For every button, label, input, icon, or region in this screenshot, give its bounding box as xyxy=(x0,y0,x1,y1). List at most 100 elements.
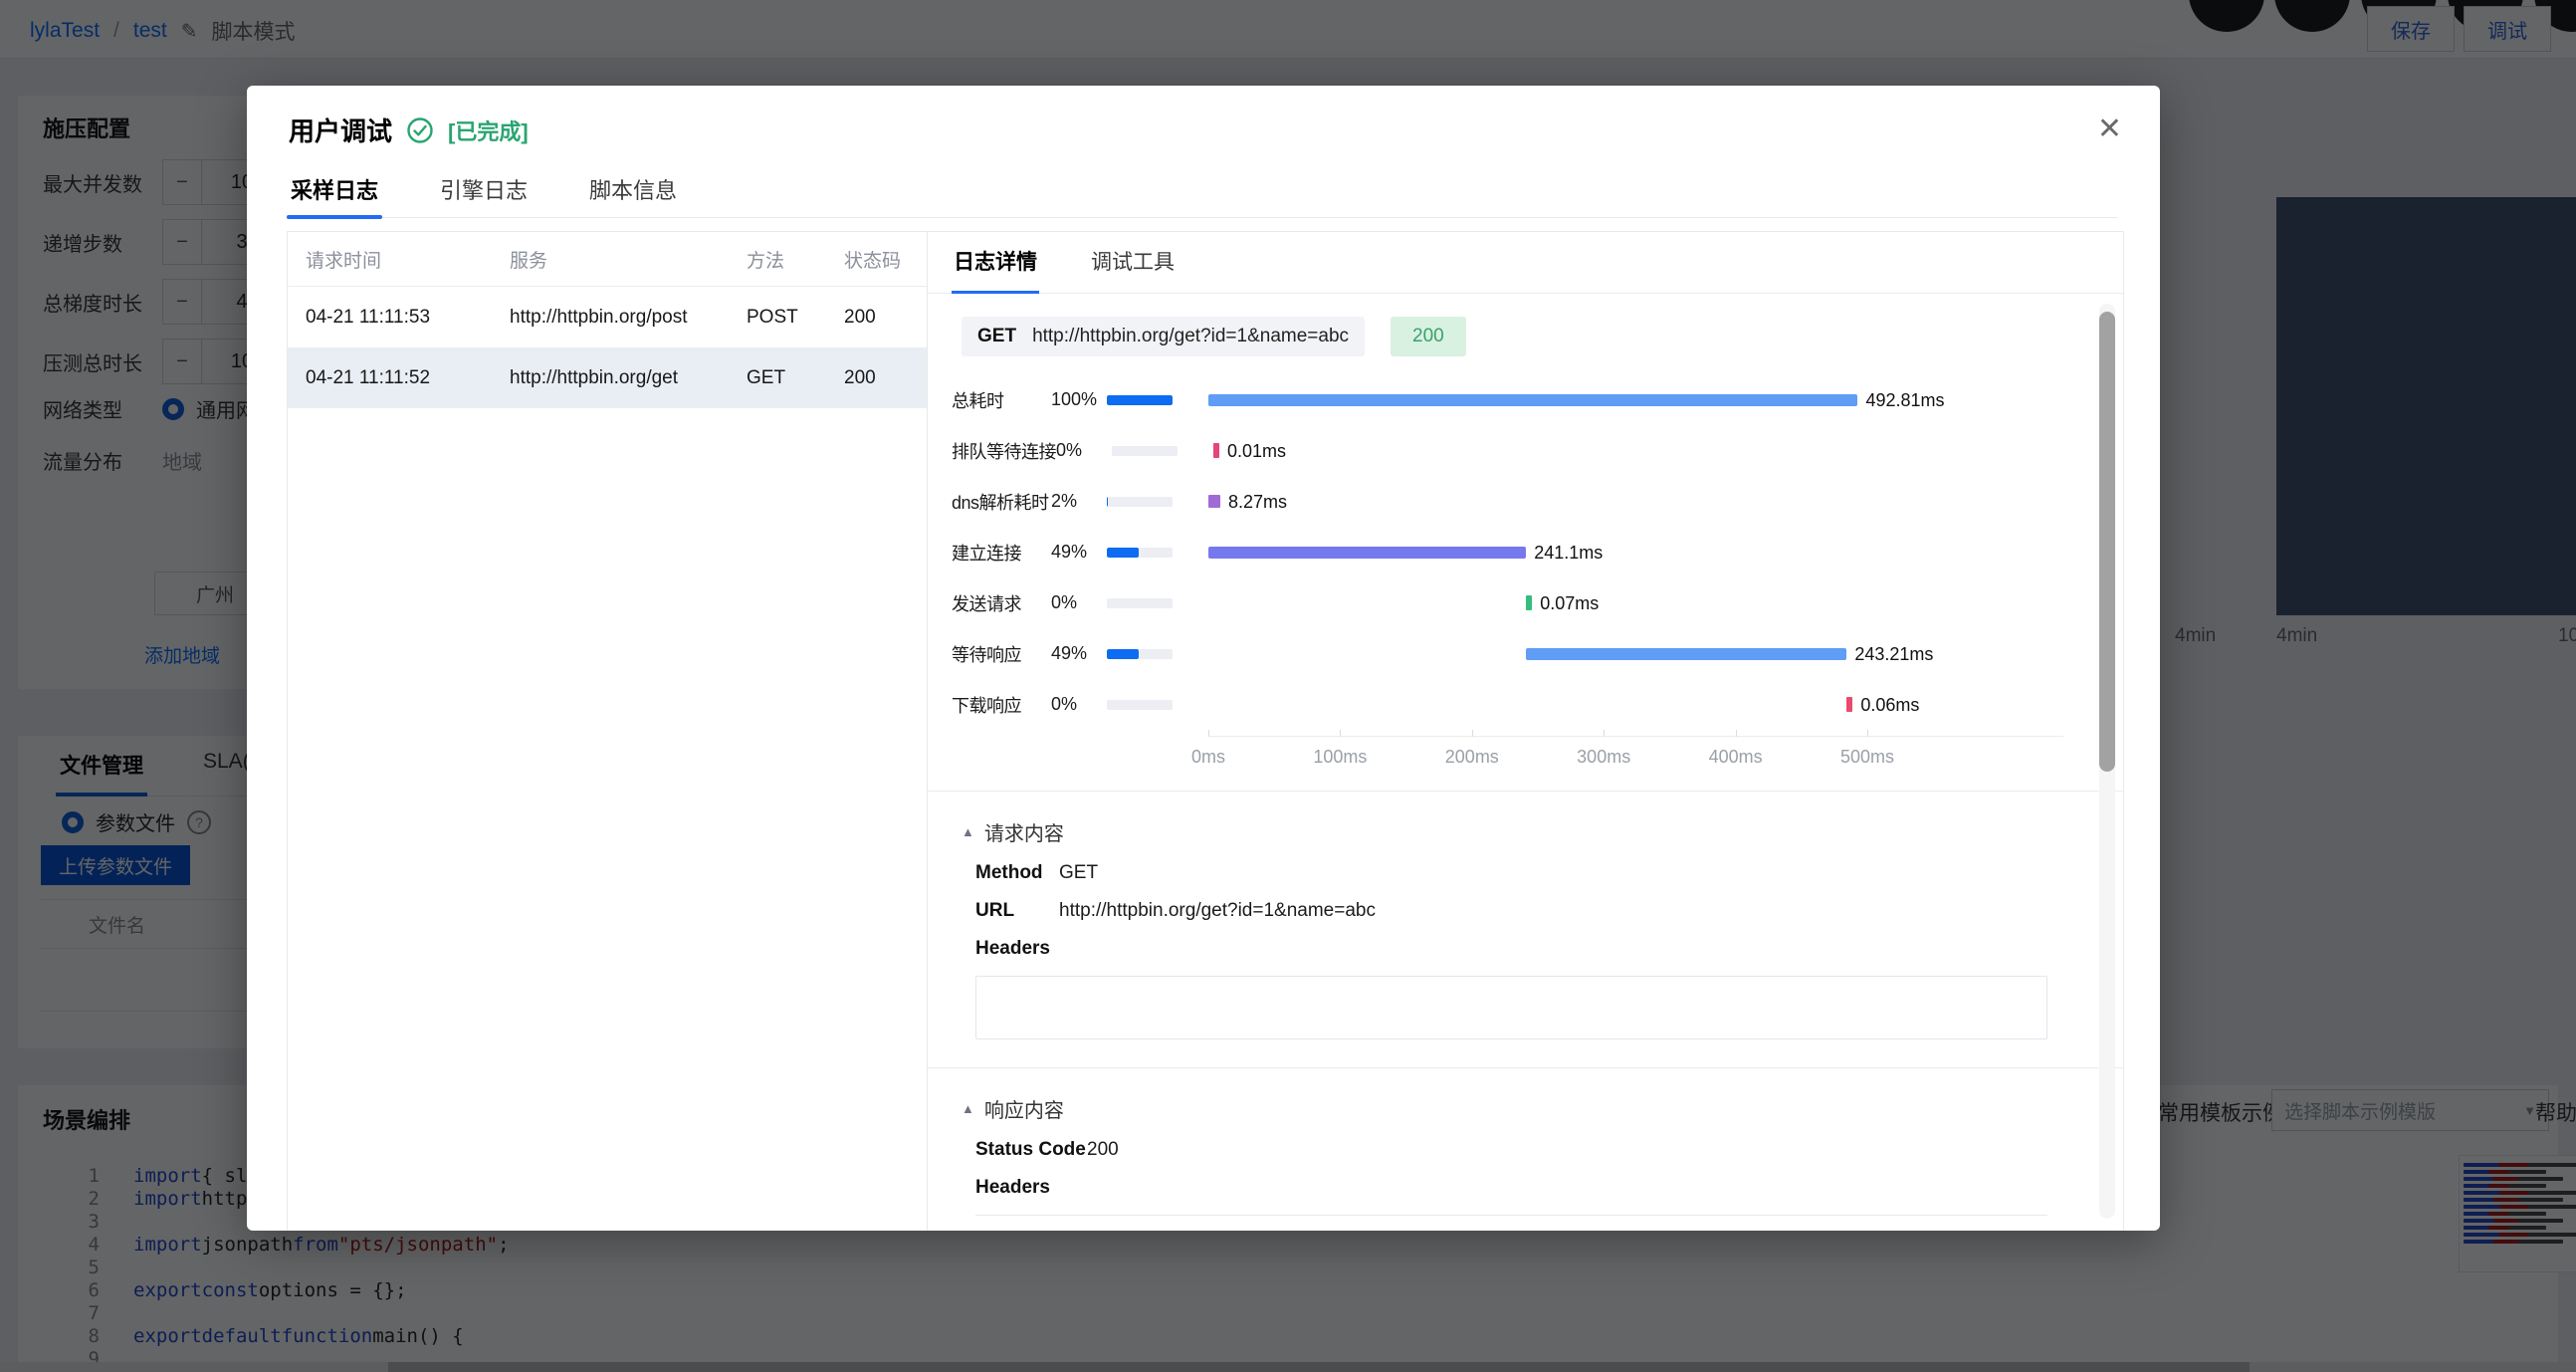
waterfall-track: 241.1ms xyxy=(1208,527,2063,577)
log-table-row[interactable]: 04-21 11:11:53 http://httpbin.org/post POS… xyxy=(288,287,927,347)
waterfall-percent: 0% xyxy=(1051,592,1078,612)
axis-tick-label: 100ms xyxy=(1313,747,1368,767)
waterfall-percent: 0% xyxy=(1056,440,1083,460)
response-headers-table: Content-Typeapplication/json xyxy=(975,1215,2047,1231)
log-table-cell: 04-21 11:11:53 xyxy=(306,306,431,328)
waterfall-value-label: 0.07ms xyxy=(1540,593,1600,613)
waterfall-bar xyxy=(1208,547,1527,559)
tab-sample-log[interactable]: 采样日志 xyxy=(286,169,383,219)
waterfall-gauge xyxy=(1107,648,1173,659)
waterfall-value-label: 0.01ms xyxy=(1227,441,1287,461)
request-url-pill: GET http://httpbin.org/get?id=1&name=abc xyxy=(962,317,1366,356)
axis-tick xyxy=(1867,730,1868,737)
waterfall-percent: 49% xyxy=(1051,643,1088,663)
request-content-section-header[interactable]: ▲ 请求内容 xyxy=(962,817,2063,846)
log-table-cell: http://httpbin.org/post xyxy=(510,306,688,328)
tab-debug-tool[interactable]: 调试工具 xyxy=(1091,251,1175,274)
waterfall-percent: 2% xyxy=(1051,491,1078,511)
axis-tick xyxy=(1604,730,1606,737)
tab-engine-log[interactable]: 引擎日志 xyxy=(440,178,529,203)
detail-scroll-area: GET http://httpbin.org/get?id=1&name=abc… xyxy=(928,295,2123,1231)
url-label: URL xyxy=(975,900,1015,921)
waterfall-row: 下载响应 0% 0.06ms xyxy=(952,679,2063,730)
axis-tick-label: 300ms xyxy=(1577,747,1631,767)
axis-tick xyxy=(1735,730,1737,737)
status-badge: [已完成] xyxy=(448,118,529,144)
waterfall-chart: 总耗时 100% 492.81ms 排队等待连接 0% 0.01ms dns解析耗时 2% 8.… xyxy=(952,374,2063,730)
waterfall-percent: 100% xyxy=(1051,389,1098,409)
log-table-cell: 200 xyxy=(844,306,876,328)
response-headers-label: Headers xyxy=(975,1177,1050,1198)
response-content-section-header[interactable]: ▲ 响应内容 xyxy=(962,1094,2063,1123)
log-table-cell: http://httpbin.org/get xyxy=(510,366,679,388)
status-code-label: Status Code xyxy=(975,1139,1086,1160)
tab-log-detail[interactable]: 日志详情 xyxy=(952,246,1039,294)
close-icon[interactable]: ✕ xyxy=(2096,113,2122,145)
detail-tabs: 日志详情 调试工具 xyxy=(928,232,2123,294)
waterfall-row: dns解析耗时 2% 8.27ms xyxy=(952,476,2063,527)
axis-tick-label: 500ms xyxy=(1839,747,1895,767)
status-code-value: 200 xyxy=(1087,1139,1119,1160)
waterfall-value-label: 8.27ms xyxy=(1228,492,1288,512)
success-check-icon xyxy=(407,116,433,143)
log-table-cell: 04-21 11:11:52 xyxy=(306,366,431,388)
log-table-row[interactable]: 04-21 11:11:52 http://httpbin.org/get GET 2… xyxy=(288,347,927,408)
waterfall-track: 243.21ms xyxy=(1208,628,2063,679)
waterfall-marker xyxy=(1208,495,1220,508)
collapse-arrow-icon: ▲ xyxy=(962,824,974,839)
method-label: Method xyxy=(975,862,1043,883)
waterfall-track: 0.06ms xyxy=(1208,679,2063,730)
method-row: Method GET xyxy=(975,862,2063,884)
waterfall-bar xyxy=(1208,394,1858,406)
divider xyxy=(928,791,2123,792)
waterfall-value-label: 492.81ms xyxy=(1865,390,1945,410)
waterfall-percent: 49% xyxy=(1051,542,1088,562)
waterfall-marker xyxy=(1846,697,1853,712)
sample-table-header: 请求时间 服务 方法 状态码 xyxy=(288,232,927,287)
waterfall-metric-label: 建立连接 xyxy=(952,543,1022,564)
waterfall-metric-label: 发送请求 xyxy=(952,593,1022,614)
waterfall-gauge xyxy=(1107,394,1173,405)
waterfall-gauge xyxy=(1112,445,1178,456)
waterfall-row: 发送请求 0% 0.07ms xyxy=(952,577,2063,628)
axis-tick-label: 400ms xyxy=(1708,747,1763,767)
user-debug-modal: 用户调试 [已完成] ✕ 采样日志 引擎日志 脚本信息 请求时间 服务 方法 状… xyxy=(247,86,2160,1231)
url-value: http://httpbin.org/get?id=1&name=abc xyxy=(1059,900,1376,921)
col-method: 方法 xyxy=(747,250,785,272)
waterfall-track: 0.07ms xyxy=(1208,577,2063,628)
collapse-arrow-icon: ▲ xyxy=(962,1101,974,1116)
waterfall-track: 8.27ms xyxy=(1208,476,2063,527)
axis-tick xyxy=(1340,730,1342,737)
waterfall-value-label: 241.1ms xyxy=(1534,543,1604,563)
log-table-cell: POST xyxy=(747,306,798,328)
modal-body: 请求时间 服务 方法 状态码 04-21 11:11:53 http://http… xyxy=(287,231,2124,1231)
request-url: http://httpbin.org/get?id=1&name=abc xyxy=(1032,326,1350,346)
waterfall-track: 0.01ms xyxy=(1213,425,2063,476)
waterfall-row: 等待响应 49% 243.21ms xyxy=(952,628,2063,679)
log-table-cell: 200 xyxy=(844,366,876,388)
axis-tick xyxy=(1208,730,1209,737)
waterfall-bar xyxy=(1526,648,1847,660)
col-status-code: 状态码 xyxy=(844,250,902,272)
detail-scrollbar-thumb[interactable] xyxy=(2099,312,2115,772)
url-row: URL http://httpbin.org/get?id=1&name=abc xyxy=(975,900,2063,922)
request-headers-label: Headers xyxy=(975,938,1050,959)
request-method: GET xyxy=(977,326,1017,346)
waterfall-marker xyxy=(1213,443,1219,458)
waterfall-metric-label: 下载响应 xyxy=(952,695,1022,716)
response-content-title: 响应内容 xyxy=(983,1100,1064,1122)
waterfall-value-label: 0.06ms xyxy=(1860,695,1920,715)
waterfall-metric-label: 排队等待连接 xyxy=(952,441,1057,462)
method-value: GET xyxy=(1059,862,1099,883)
axis-tick-label: 200ms xyxy=(1444,747,1499,767)
waterfall-metric-label: dns解析耗时 xyxy=(952,492,1049,513)
log-detail-pane: 日志详情 调试工具 GET http://httpbin.org/get?id=… xyxy=(928,232,2123,1231)
waterfall-track: 492.81ms xyxy=(1208,374,2063,425)
request-content-title: 请求内容 xyxy=(983,823,1064,845)
tab-script-info[interactable]: 脚本信息 xyxy=(589,178,678,203)
axis-tick-label: 0ms xyxy=(1190,747,1226,767)
status-code-row: Status Code 200 xyxy=(975,1139,2063,1161)
waterfall-gauge xyxy=(1107,699,1173,710)
request-headers-box xyxy=(975,976,2047,1039)
